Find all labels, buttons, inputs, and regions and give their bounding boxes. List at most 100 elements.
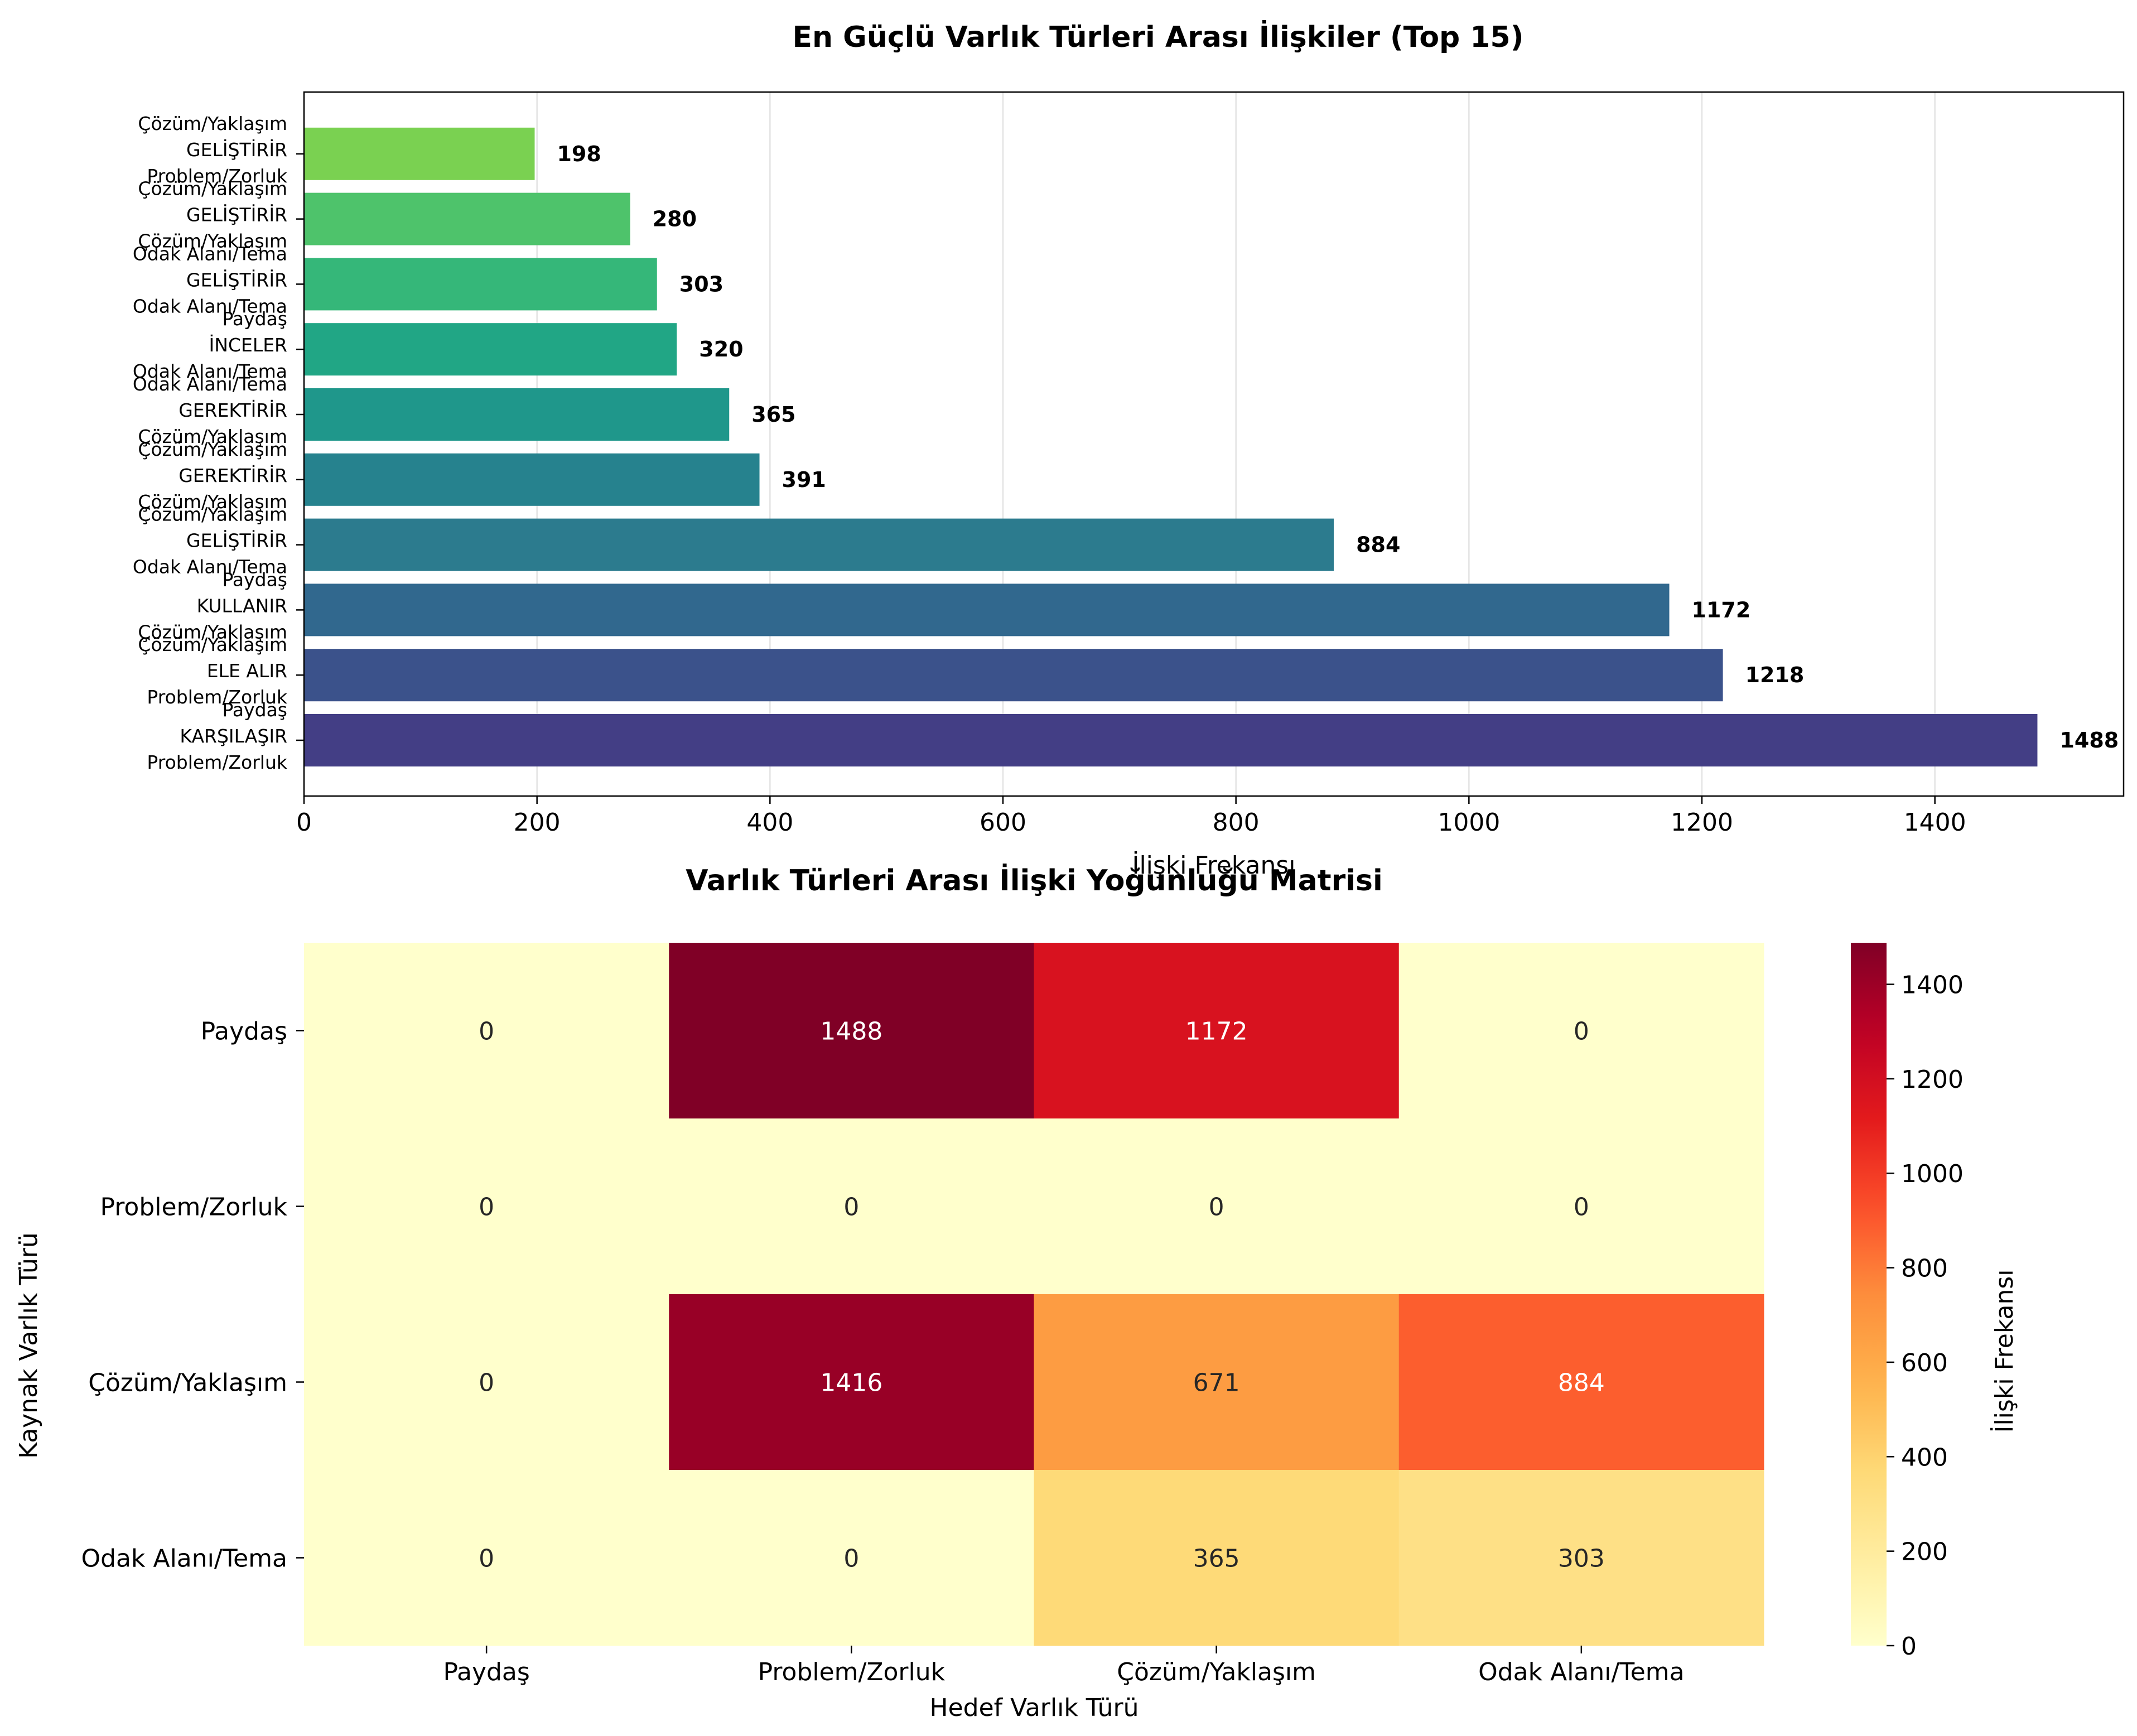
heatmap-cell-label: 671 — [1193, 1369, 1240, 1397]
bar-value-label: 1172 — [1692, 597, 1751, 622]
bar-value-label: 280 — [653, 207, 697, 232]
heatmap-cell-label: 0 — [479, 1369, 494, 1397]
bar-category-label: Paydaş KARŞILAŞIR Problem/Zorluk — [147, 699, 287, 773]
colorbar-tick-label: 1000 — [1901, 1160, 1964, 1188]
heatmap-row-label: Odak Alanı/Tema — [81, 1545, 287, 1573]
bar — [304, 388, 730, 441]
bar — [304, 258, 657, 311]
heatmap-col-labels: Paydaş Problem/Zorluk Çözüm/Yaklaşım Odak A… — [443, 1646, 1685, 1686]
colorbar-tick-label: 400 — [1901, 1443, 1948, 1472]
bar-category-label: Çözüm/Yaklaşım GELİŞTİRİR Odak Alanı/Tema — [133, 504, 287, 578]
heatmap-cell — [669, 943, 1034, 1119]
bar-category-labels: Paydaş KARŞILAŞIR Problem/ZorlukÇözüm/Yakl… — [133, 113, 304, 773]
heatmap-row-label: Problem/Zorluk — [100, 1193, 288, 1222]
bar — [304, 323, 677, 376]
heatmap-cell-label: 1416 — [820, 1369, 882, 1397]
bar-category-label: Çözüm/Yaklaşım GELİŞTİRİR Problem/Zorluk — [138, 113, 287, 187]
heatmap-cell — [1398, 1118, 1764, 1295]
heatmap-cell — [1034, 943, 1400, 1119]
bar-category-label: Paydaş İNCELER Odak Alanı/Tema — [133, 308, 287, 382]
heatmap-cell-label: 0 — [1574, 1193, 1589, 1222]
colorbar-tick-label: 600 — [1901, 1349, 1948, 1377]
bar-value-label: 303 — [679, 272, 723, 296]
bar-chart: En Güçlü Varlık Türleri Arası İlişkiler … — [133, 20, 2125, 880]
bar-category-label: Paydaş KULLANIR Çözüm/Yaklaşım — [138, 568, 287, 643]
bar-x-tick-label: 800 — [1213, 808, 1260, 837]
bar-x-axis-label: İlişki Frekansı — [1132, 851, 1295, 880]
heatmap: Varlık Türleri Arası İlişki Yoğunluğu Ma… — [15, 864, 2019, 1722]
bar — [304, 192, 630, 245]
colorbar-tick-label: 200 — [1901, 1538, 1948, 1566]
bar-rects — [304, 127, 2038, 766]
heatmap-cell — [304, 943, 669, 1119]
heatmap-cell-label: 0 — [1209, 1193, 1224, 1222]
bar-value-label: 198 — [557, 142, 601, 166]
heatmap-cell — [1034, 1118, 1400, 1295]
colorbar: 0 200 400 600 800 1000 1200 1400 — [1851, 943, 1964, 1661]
colorbar-label: İlişki Frekansı — [1990, 1269, 2019, 1433]
heatmap-cell — [1398, 1470, 1764, 1646]
heatmap-cell-label: 1488 — [820, 1018, 882, 1046]
bar-category-label: Odak Alanı/Tema GELİŞTİRİR Odak Alanı/Tema — [133, 243, 287, 317]
heatmap-cells — [304, 943, 1764, 1646]
heatmap-cell — [669, 1294, 1034, 1470]
colorbar-tick-label: 1400 — [1901, 971, 1964, 1000]
bar — [304, 649, 1723, 702]
bar-x-tick-label: 0 — [296, 808, 312, 837]
bar-plot-frame — [303, 91, 2125, 797]
heatmap-cell — [304, 1118, 669, 1295]
bar — [304, 127, 535, 180]
bar-x-tick-label: 1000 — [1437, 808, 1500, 837]
heatmap-cell-label: 303 — [1558, 1545, 1605, 1573]
heatmap-cell-label: 1172 — [1185, 1018, 1248, 1046]
heatmap-cell — [304, 1470, 669, 1646]
bar-value-label: 391 — [782, 467, 826, 492]
heatmap-cell-label: 0 — [843, 1545, 859, 1573]
heatmap-cell-label: 365 — [1193, 1545, 1240, 1573]
heatmap-cell — [1034, 1294, 1400, 1470]
heatmap-title: Varlık Türleri Arası İlişki Yoğunluğu Ma… — [686, 864, 1383, 898]
heatmap-cell-label: 0 — [479, 1193, 494, 1222]
heatmap-cell — [304, 1294, 669, 1470]
heatmap-cell-label: 0 — [1574, 1018, 1589, 1046]
colorbar-gradient — [1851, 943, 1887, 1646]
heatmap-cell-label: 884 — [1558, 1369, 1605, 1397]
bar — [304, 584, 1670, 636]
heatmap-col-label: Problem/Zorluk — [758, 1658, 946, 1686]
bar-value-label: 1488 — [2059, 728, 2119, 753]
heatmap-cell — [669, 1470, 1034, 1646]
bar-x-ticks: 0 200 400 600 800 1000 1200 1400 — [296, 796, 1966, 837]
heatmap-col-label: Paydaş — [443, 1658, 529, 1686]
bar-x-tick-label: 1200 — [1671, 808, 1733, 837]
bar-value-label: 365 — [751, 402, 795, 427]
colorbar-tick-label: 800 — [1901, 1255, 1948, 1283]
bar-category-label: Çözüm/Yaklaşım GELİŞTİRİR Çözüm/Yaklaşım — [138, 178, 287, 252]
heatmap-cell-label: 0 — [843, 1193, 859, 1222]
bar-chart-title: En Güçlü Varlık Türleri Arası İlişkiler … — [793, 20, 1524, 54]
heatmap-cell — [1398, 943, 1764, 1119]
bar-category-label: Odak Alanı/Tema GEREKTİRİR Çözüm/Yaklaşım — [133, 373, 287, 447]
bar-value-label: 884 — [1356, 533, 1400, 557]
heatmap-cell — [1034, 1470, 1400, 1646]
heatmap-cell — [669, 1118, 1034, 1295]
colorbar-tick-label: 1200 — [1901, 1065, 1964, 1094]
heatmap-cell — [1398, 1294, 1764, 1470]
bar — [304, 518, 1334, 571]
colorbar-tick-label: 0 — [1901, 1632, 1917, 1661]
heatmap-y-axis-label: Kaynak Varlık Türü — [15, 1232, 43, 1459]
bar-x-tick-label: 1400 — [1904, 808, 1966, 837]
heatmap-x-axis-label: Hedef Varlık Türü — [930, 1694, 1139, 1722]
heatmap-col-label: Çözüm/Yaklaşım — [1117, 1658, 1316, 1686]
bar-value-label: 1218 — [1745, 663, 1805, 687]
bar — [304, 714, 2038, 766]
bar-value-labels: 1488 1218 1172 884 391 365 320 303 280 198 — [557, 142, 2119, 753]
heatmap-cell-labels: 0 1488 1172 0 0 0 0 0 0 1416 671 884 0 0 365 303 — [479, 1018, 1605, 1573]
bar-x-tick-label: 200 — [514, 808, 561, 837]
bar-category-label: Çözüm/Yaklaşım GEREKTİRİR Çözüm/Yaklaşım — [138, 438, 287, 513]
bar-x-tick-label: 600 — [980, 808, 1026, 837]
heatmap-row-label: Çözüm/Yaklaşım — [88, 1369, 287, 1397]
bar-category-label: Çözüm/Yaklaşım ELE ALIR Problem/Zorluk — [138, 634, 287, 708]
heatmap-col-label: Odak Alanı/Tema — [1478, 1658, 1685, 1686]
bar-x-tick-label: 400 — [746, 808, 793, 837]
